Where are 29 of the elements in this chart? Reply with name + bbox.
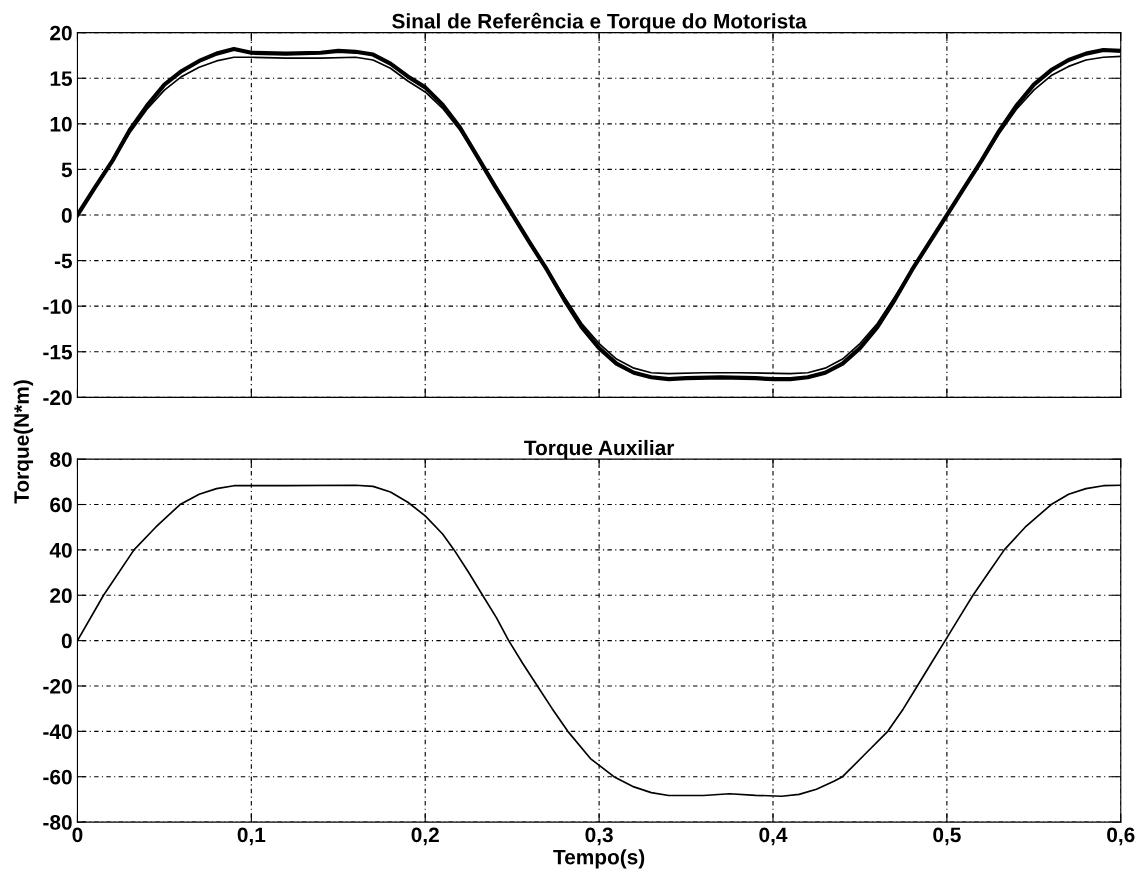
y-tick-label: -60 <box>43 769 72 785</box>
x-tick-label: 0,6 <box>1107 827 1135 846</box>
x-tick-label: 0,3 <box>585 827 613 846</box>
x-tick-label: 0,4 <box>759 827 788 846</box>
y-tick-label: 5 <box>61 162 73 178</box>
x-tick-label: 0,5 <box>933 827 961 846</box>
y-tick-label: 0 <box>61 208 72 223</box>
y-tick-label: 60 <box>50 497 72 513</box>
x-tick-label: 0 <box>72 827 83 843</box>
x-axis-title: Tempo(s) <box>553 849 645 869</box>
y-tick-label: -5 <box>54 253 73 269</box>
y-tick-label: 20 <box>50 25 72 41</box>
y-tick-label: 20 <box>50 588 72 604</box>
chart-title: Sinal de Referência e Torque do Motorista <box>392 12 807 33</box>
y-tick-label: 10 <box>50 116 72 132</box>
y-axis-title: Torque(N*m) <box>13 380 34 504</box>
y-tick-label: 40 <box>49 542 72 558</box>
y-tick-label: -80 <box>43 815 72 830</box>
y-tick-label: -20 <box>43 678 72 694</box>
y-tick-label: 80 <box>50 452 72 467</box>
y-tick-label: -40 <box>43 724 72 740</box>
chart-title: Torque Auxiliar <box>524 439 675 460</box>
y-tick-label: -15 <box>43 344 73 360</box>
y-tick-label: -20 <box>43 390 72 406</box>
x-tick-label: 0,2 <box>411 827 439 846</box>
y-tick-label: 15 <box>50 71 73 87</box>
y-tick-label: 0 <box>61 633 72 649</box>
x-tick-label: 0,1 <box>237 827 266 846</box>
y-tick-label: -10 <box>43 299 72 314</box>
